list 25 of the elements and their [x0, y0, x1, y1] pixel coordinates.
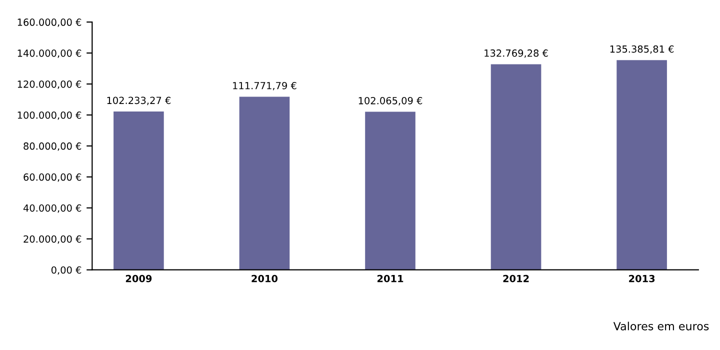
y-tick-label: 40.000,00 € — [23, 204, 82, 213]
data-label: 102.065,09 € — [358, 96, 422, 106]
y-tick-label: 140.000,00 € — [18, 50, 82, 58]
x-tick-label: 2010 — [252, 274, 278, 282]
y-tick-label: 120.000,00 € — [18, 80, 82, 89]
x-tick-label: 2011 — [377, 274, 404, 282]
data-label: 135.385,81 € — [610, 45, 674, 54]
y-tick-label: 80.000,00 € — [24, 142, 82, 151]
bar — [239, 96, 290, 270]
y-tick-label: 0,00 € — [51, 266, 82, 275]
y-tick-label: 100.000,00 € — [18, 111, 82, 120]
data-label: 102.233,27 € — [107, 96, 171, 106]
x-tick-label: 2013 — [629, 274, 655, 282]
x-tick-label: 2012 — [503, 274, 529, 282]
bar — [616, 60, 667, 270]
data-label: 132.769,28 € — [484, 49, 548, 58]
y-tick-label: 160.000,00 € — [18, 18, 82, 27]
x-tick-label: 2009 — [126, 274, 152, 282]
y-tick-label: 60.000,00 € — [24, 173, 82, 182]
bar — [490, 64, 542, 270]
text: Valores em euros — [613, 322, 709, 330]
bar — [365, 112, 416, 270]
bar — [114, 112, 164, 270]
data-label: 111.771,79 € — [233, 82, 296, 90]
y-tick-label: 20.000,00 € — [24, 235, 82, 244]
